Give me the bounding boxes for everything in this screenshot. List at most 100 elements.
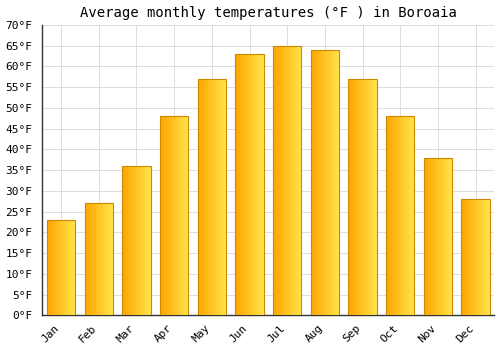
- Bar: [408, 116, 410, 315]
- Bar: [371, 79, 372, 315]
- Bar: [61, 220, 62, 315]
- Bar: [218, 79, 219, 315]
- Bar: [108, 203, 110, 315]
- Bar: [400, 116, 402, 315]
- Bar: [286, 46, 287, 315]
- Bar: [106, 203, 108, 315]
- Bar: [332, 50, 334, 315]
- Bar: [214, 79, 216, 315]
- Bar: [449, 158, 450, 315]
- Bar: [361, 79, 362, 315]
- Bar: [273, 46, 274, 315]
- Bar: [252, 54, 254, 315]
- Bar: [166, 116, 167, 315]
- Bar: [280, 46, 281, 315]
- Bar: [140, 166, 142, 315]
- Bar: [298, 46, 300, 315]
- Bar: [311, 50, 339, 315]
- Bar: [431, 158, 432, 315]
- Bar: [56, 220, 57, 315]
- Bar: [480, 199, 482, 315]
- Bar: [238, 54, 240, 315]
- Bar: [241, 54, 242, 315]
- Bar: [70, 220, 71, 315]
- Bar: [236, 54, 237, 315]
- Bar: [198, 79, 199, 315]
- Bar: [488, 199, 490, 315]
- Bar: [312, 50, 314, 315]
- Bar: [487, 199, 488, 315]
- Bar: [212, 79, 214, 315]
- Bar: [273, 46, 302, 315]
- Bar: [177, 116, 178, 315]
- Bar: [390, 116, 392, 315]
- Bar: [366, 79, 367, 315]
- Bar: [398, 116, 399, 315]
- Bar: [386, 116, 388, 315]
- Bar: [326, 50, 328, 315]
- Bar: [47, 220, 48, 315]
- Bar: [394, 116, 396, 315]
- Bar: [436, 158, 438, 315]
- Bar: [410, 116, 412, 315]
- Bar: [138, 166, 140, 315]
- Bar: [168, 116, 170, 315]
- Bar: [52, 220, 54, 315]
- Bar: [162, 116, 163, 315]
- Bar: [348, 79, 376, 315]
- Bar: [205, 79, 206, 315]
- Bar: [350, 79, 352, 315]
- Bar: [278, 46, 280, 315]
- Bar: [176, 116, 177, 315]
- Bar: [89, 203, 90, 315]
- Bar: [142, 166, 144, 315]
- Bar: [84, 203, 86, 315]
- Bar: [112, 203, 113, 315]
- Bar: [167, 116, 168, 315]
- Bar: [393, 116, 394, 315]
- Bar: [250, 54, 251, 315]
- Bar: [329, 50, 330, 315]
- Bar: [284, 46, 286, 315]
- Bar: [334, 50, 335, 315]
- Bar: [425, 158, 426, 315]
- Bar: [404, 116, 406, 315]
- Bar: [132, 166, 134, 315]
- Bar: [389, 116, 390, 315]
- Bar: [58, 220, 59, 315]
- Bar: [297, 46, 298, 315]
- Bar: [64, 220, 66, 315]
- Bar: [338, 50, 339, 315]
- Bar: [98, 203, 99, 315]
- Bar: [223, 79, 224, 315]
- Bar: [258, 54, 260, 315]
- Bar: [160, 116, 188, 315]
- Bar: [328, 50, 329, 315]
- Bar: [209, 79, 210, 315]
- Bar: [126, 166, 128, 315]
- Bar: [145, 166, 146, 315]
- Bar: [282, 46, 283, 315]
- Bar: [440, 158, 442, 315]
- Bar: [210, 79, 212, 315]
- Bar: [57, 220, 58, 315]
- Bar: [110, 203, 112, 315]
- Bar: [396, 116, 398, 315]
- Bar: [134, 166, 135, 315]
- Bar: [219, 79, 220, 315]
- Bar: [220, 79, 222, 315]
- Bar: [90, 203, 92, 315]
- Bar: [358, 79, 360, 315]
- Bar: [388, 116, 389, 315]
- Bar: [428, 158, 430, 315]
- Bar: [96, 203, 98, 315]
- Bar: [144, 166, 145, 315]
- Bar: [442, 158, 444, 315]
- Bar: [466, 199, 467, 315]
- Bar: [51, 220, 52, 315]
- Bar: [100, 203, 102, 315]
- Bar: [294, 46, 296, 315]
- Bar: [178, 116, 180, 315]
- Bar: [128, 166, 130, 315]
- Bar: [406, 116, 407, 315]
